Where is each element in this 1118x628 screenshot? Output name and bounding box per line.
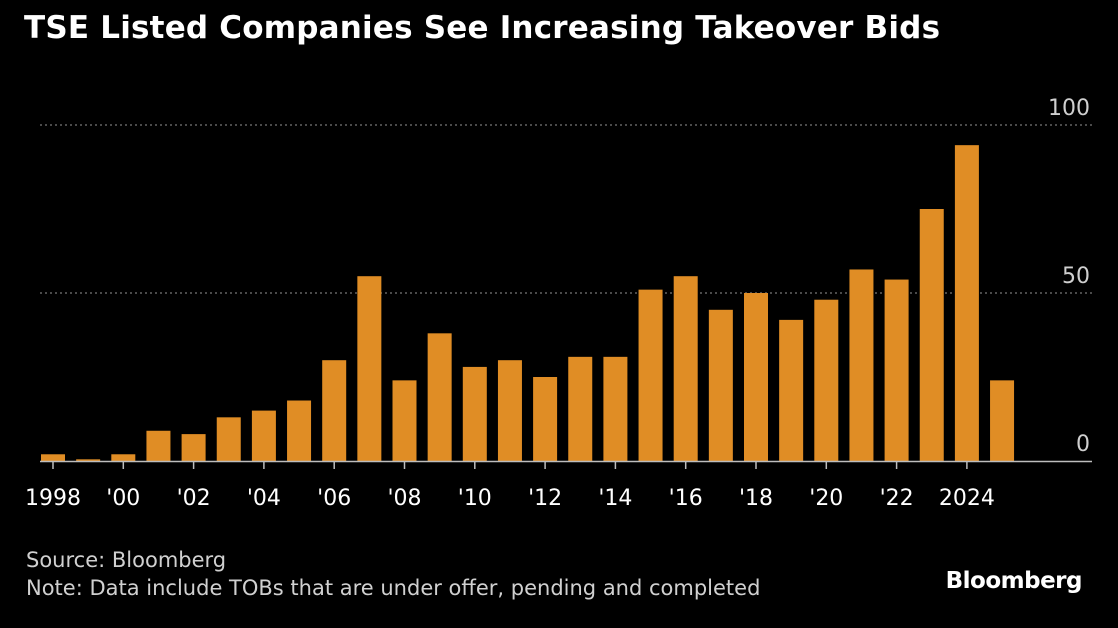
bar-2004 <box>251 410 276 461</box>
x-tick-label-2000: '00 <box>106 486 140 511</box>
x-tick-label-2002: '02 <box>177 486 211 511</box>
x-tick-label-2016: '16 <box>669 486 703 511</box>
y-tick-labels: 0 50 100 <box>1048 96 1090 457</box>
bar-2023 <box>919 209 944 461</box>
bar-2022 <box>884 279 909 461</box>
bar-2006 <box>322 360 347 461</box>
bloomberg-logo: Bloomberg <box>945 568 1083 594</box>
bar-series <box>41 145 1015 461</box>
bar-2003 <box>216 417 241 461</box>
bar-1998 <box>41 454 65 461</box>
bar-2014 <box>603 356 628 461</box>
x-tick-label-2008: '08 <box>387 486 421 511</box>
x-tick-label-2012: '12 <box>528 486 562 511</box>
bar-2019 <box>779 319 804 461</box>
bar-2018 <box>744 293 768 461</box>
y-tick-label-50: 50 <box>1062 264 1090 289</box>
bar-2011 <box>497 360 522 461</box>
chart-title: TSE Listed Companies See Increasing Take… <box>24 10 941 46</box>
bar-2010 <box>462 366 487 461</box>
bar-2009 <box>427 333 452 461</box>
bar-2002 <box>181 434 206 461</box>
x-tick-label-1998: 1998 <box>25 486 81 511</box>
bar-2005 <box>287 400 312 461</box>
bar-2017 <box>708 309 733 461</box>
y-tick-label-0: 0 <box>1076 432 1090 457</box>
bar-2024 <box>954 145 979 461</box>
bar-2020 <box>814 299 839 461</box>
x-tick-label-2024: 2024 <box>939 486 995 511</box>
bar-chart: 0 50 100 1998 '00 '02 '04 '06 '08 '10 '12 '14 '16 '1… <box>25 96 1092 511</box>
bar-2013 <box>568 356 593 461</box>
x-tick-label-2006: '06 <box>317 486 351 511</box>
bar-2012 <box>533 377 558 461</box>
x-axis: 1998 '00 '02 '04 '06 '08 '10 '12 '14 '16 '18 '20 '22… <box>25 460 1092 511</box>
bar-2015 <box>638 289 663 461</box>
data-note: Note: Data include TOBs that are under o… <box>26 576 761 600</box>
x-tick-label-2018: '18 <box>739 486 773 511</box>
bar-2007 <box>357 276 382 461</box>
x-tick-label-2014: '14 <box>598 486 632 511</box>
x-tick-label-2004: '04 <box>247 486 281 511</box>
bar-2008 <box>392 380 417 461</box>
bar-1999 <box>76 459 101 461</box>
bar-2016 <box>673 276 698 461</box>
x-tick-label-2020: '20 <box>809 486 843 511</box>
bar-2025 <box>990 380 1015 461</box>
footer: Source: Bloomberg Note: Data include TOB… <box>26 546 760 602</box>
grid-lines <box>40 124 1092 294</box>
bar-2021 <box>849 269 874 461</box>
x-tick-label-2010: '10 <box>458 486 492 511</box>
source-note: Source: Bloomberg <box>26 548 227 572</box>
bar-2001 <box>146 430 171 461</box>
y-tick-label-100: 100 <box>1048 96 1090 121</box>
x-tick-label-2022: '22 <box>880 486 914 511</box>
bar-2000 <box>111 454 136 461</box>
